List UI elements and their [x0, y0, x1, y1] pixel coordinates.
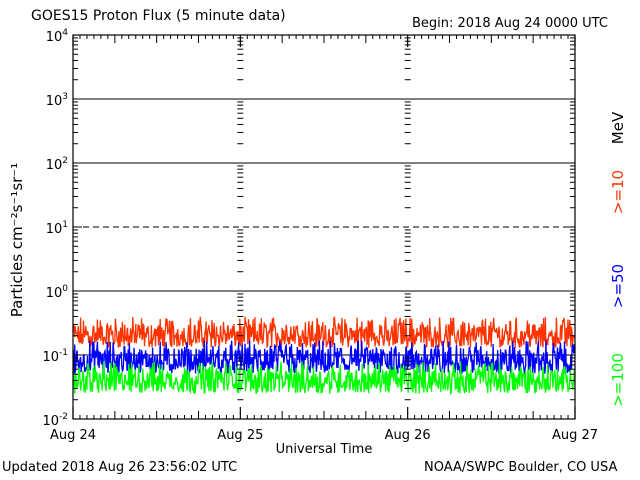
legend-item-1: >=50 — [609, 264, 627, 308]
y-tick-label: 104 — [46, 28, 69, 45]
grid-layer — [73, 98, 575, 356]
y-tick-label: 102 — [46, 156, 68, 173]
updated-timestamp: Updated 2018 Aug 26 23:56:02 UTC — [2, 460, 238, 475]
legend-item-0: >=10 — [609, 170, 627, 214]
y-tick-label: 100 — [46, 284, 69, 301]
legend-item-2: >=100 — [609, 353, 627, 407]
y-tick-label: 101 — [46, 220, 68, 237]
credit-label: NOAA/SWPC Boulder, CO USA — [424, 460, 618, 475]
x-tick-label: Aug 24 — [50, 428, 96, 443]
series-line-1 — [72, 340, 576, 375]
label-layer: 10-2 10-1 100 101 102 103 104 Aug 24 Aug 25 Aug 2… — [8, 28, 627, 443]
series-line-2 — [72, 361, 576, 396]
begin-time: Begin: 2018 Aug 24 0000 UTC — [412, 16, 608, 31]
series-line-0 — [72, 316, 576, 349]
series-layer — [72, 316, 576, 396]
chart-title: GOES15 Proton Flux (5 minute data) — [31, 8, 286, 24]
tick-layer — [72, 35, 576, 420]
legend-unit: MeV — [609, 111, 627, 144]
x-tick-label: Aug 25 — [217, 428, 263, 443]
x-tick-label: Aug 26 — [385, 428, 431, 443]
y-tick-label: 103 — [46, 92, 68, 109]
y-tick-label: 10-1 — [42, 348, 68, 365]
y-axis-label: Particles cm⁻²s⁻¹sr⁻¹ — [8, 163, 26, 317]
x-axis-label: Universal Time — [276, 442, 373, 457]
x-tick-label: Aug 27 — [552, 428, 598, 443]
y-tick-label: 10-2 — [42, 412, 68, 429]
